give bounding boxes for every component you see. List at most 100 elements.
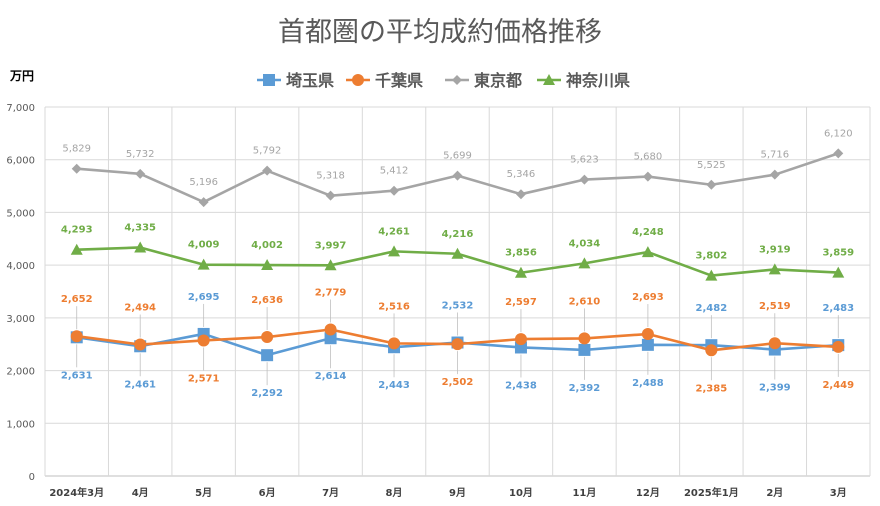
x-tick-label: 7月: [322, 487, 339, 499]
series-4: 4,293 4,335 4,009 4,002 3,997 4,261 4,216 3,856…: [61, 222, 854, 281]
y-tick-label: 5,000: [6, 208, 35, 219]
x-tick-label: 6月: [259, 487, 276, 499]
data-point: [514, 266, 527, 278]
data-point: [451, 247, 464, 259]
data-label: 2,461: [124, 379, 156, 390]
legend-item-1: 埼玉県: [257, 71, 334, 90]
x-tick-label: 2025年1月: [684, 486, 739, 499]
data-label: 4,002: [251, 240, 283, 251]
data-label: 5,792: [253, 146, 282, 157]
data-label: 3,997: [315, 240, 347, 251]
data-point: [515, 189, 526, 200]
y-tick-label: 1,000: [6, 419, 35, 430]
legend-item-4: 神奈川県: [537, 71, 630, 90]
data-point: [389, 185, 400, 196]
grid: 0 1,000 2,000 3,000 4,000 5,000 6,000 7,000 2024…: [6, 103, 871, 499]
x-tick-label: 2月: [766, 487, 783, 499]
data-label: 3,856: [505, 248, 537, 259]
data-label: 2,597: [505, 297, 537, 308]
data-label: 5,623: [570, 155, 599, 166]
data-label: 4,009: [188, 240, 220, 251]
series-2: 2,652 2,494 2,571 2,636 2,779 2,516 2,502 2,597…: [61, 288, 854, 395]
data-point: [578, 332, 591, 345]
data-point: [198, 197, 209, 208]
data-label: 5,196: [189, 177, 218, 188]
data-point: [388, 245, 401, 257]
data-point: [324, 323, 337, 336]
data-label: 2,385: [696, 383, 728, 394]
data-point: [705, 269, 718, 281]
data-label: 2,695: [188, 292, 220, 303]
data-point: [134, 338, 147, 351]
data-label: 4,216: [442, 229, 474, 240]
series-3: 5,829 5,732 5,196 5,792 5,318 5,412 5,699 5,346…: [62, 128, 853, 208]
legend-marker: [263, 74, 275, 86]
data-point: [324, 332, 337, 345]
data-label: 2,532: [442, 301, 474, 312]
data-point: [70, 330, 83, 343]
data-label: 2,392: [569, 383, 601, 394]
y-tick-label: 3,000: [6, 314, 35, 325]
data-label: 2,693: [632, 292, 664, 303]
data-label: 2,652: [61, 294, 93, 305]
data-label: 5,732: [126, 149, 155, 160]
data-label: 3,919: [759, 244, 791, 255]
y-tick-label: 4,000: [6, 261, 35, 272]
data-label: 2,494: [124, 303, 156, 314]
data-point: [514, 333, 527, 346]
data-point: [514, 341, 527, 354]
data-label: 2,610: [569, 296, 601, 307]
data-point: [261, 349, 274, 362]
y-axis-unit-label: 万円: [9, 69, 34, 83]
data-point: [769, 169, 780, 180]
data-point: [833, 148, 844, 159]
data-label: 4,261: [378, 226, 410, 237]
data-label: 2,438: [505, 380, 537, 391]
data-point: [578, 343, 591, 356]
data-label: 2,502: [442, 377, 474, 388]
data-label: 2,483: [822, 303, 854, 314]
data-point: [579, 174, 590, 185]
legend-label: 東京都: [474, 71, 522, 90]
data-label: 2,519: [759, 301, 791, 312]
data-point: [261, 259, 274, 271]
legend-label: 神奈川県: [566, 71, 630, 90]
data-point: [70, 243, 83, 255]
y-tick-label: 6,000: [6, 156, 35, 167]
data-point: [325, 190, 336, 201]
y-tick-label: 0: [29, 472, 35, 483]
data-label: 4,335: [124, 222, 156, 233]
data-label: 2,488: [632, 378, 664, 389]
data-point: [262, 165, 273, 176]
data-point: [261, 331, 274, 344]
data-point: [324, 259, 337, 271]
data-point: [642, 171, 653, 182]
data-label: 5,525: [697, 160, 726, 171]
data-point: [641, 328, 654, 341]
data-label: 2,449: [822, 380, 854, 391]
data-label: 3,859: [822, 248, 854, 259]
data-point: [768, 337, 781, 350]
legend-item-3: 東京都: [445, 71, 522, 90]
legend-item-2: 千葉県: [346, 71, 423, 90]
legend-label: 千葉県: [375, 71, 423, 90]
data-point: [451, 338, 464, 351]
legend-marker: [352, 74, 364, 86]
data-label: 2,482: [696, 303, 728, 314]
data-point: [197, 258, 210, 270]
x-tick-label: 10月: [509, 487, 533, 499]
data-label: 2,779: [315, 288, 347, 299]
data-label: 2,631: [61, 370, 93, 381]
data-label: 4,034: [569, 238, 601, 249]
data-label: 2,614: [315, 371, 347, 382]
data-label: 2,399: [759, 383, 791, 394]
data-point: [135, 168, 146, 179]
data-label: 2,636: [251, 295, 283, 306]
x-tick-label: 8月: [386, 487, 403, 499]
data-label: 5,716: [760, 150, 789, 161]
data-label: 5,412: [380, 166, 409, 177]
chart-title: 首都圏の平均成約価格推移: [278, 17, 602, 48]
data-label: 3,802: [696, 251, 728, 262]
data-label: 5,699: [443, 151, 472, 162]
